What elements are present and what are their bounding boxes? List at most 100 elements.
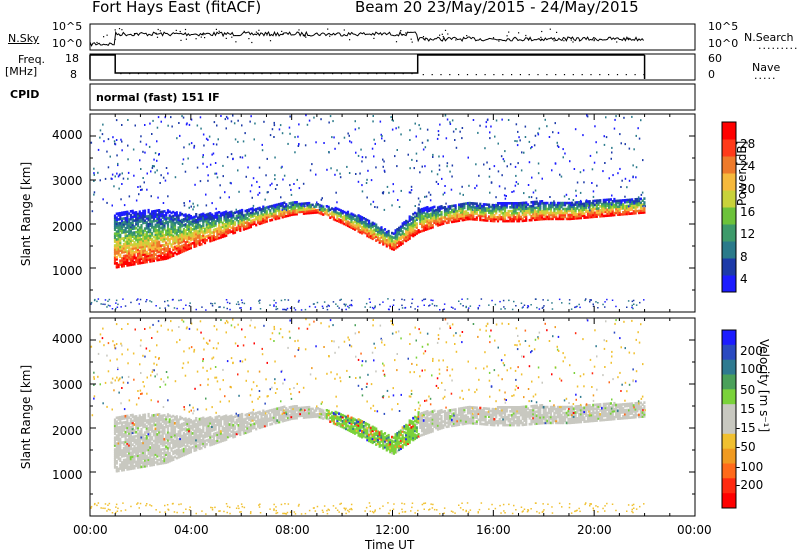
power-cell bbox=[156, 258, 159, 262]
power-cell bbox=[419, 171, 421, 174]
velocity-cell bbox=[203, 431, 207, 435]
velocity-cell bbox=[165, 441, 168, 445]
nsearch-dot bbox=[424, 39, 426, 41]
power-cell bbox=[355, 221, 358, 224]
power-cell bbox=[639, 301, 641, 304]
power-cell bbox=[135, 213, 138, 216]
power-cell bbox=[274, 178, 276, 181]
power-cell bbox=[562, 215, 565, 219]
velocity-cell bbox=[151, 414, 154, 417]
power-cell bbox=[620, 205, 623, 208]
power-cell bbox=[145, 240, 148, 244]
power-cell bbox=[179, 211, 182, 215]
power-cell bbox=[352, 223, 355, 226]
power-cell bbox=[119, 223, 122, 227]
velocity-cell bbox=[181, 448, 184, 452]
power-cell bbox=[267, 215, 270, 219]
power-cell bbox=[280, 196, 282, 199]
power-cell bbox=[184, 235, 187, 238]
power-cell bbox=[442, 220, 445, 223]
power-cell bbox=[410, 306, 412, 308]
power-cell bbox=[274, 217, 277, 221]
power-cell bbox=[292, 204, 294, 207]
power-cell bbox=[609, 198, 612, 201]
power-cell bbox=[152, 257, 155, 261]
power-cell bbox=[120, 138, 122, 141]
power-cell bbox=[143, 243, 147, 246]
power-cell bbox=[159, 248, 162, 251]
power-cell bbox=[179, 223, 182, 227]
power-cell bbox=[345, 303, 347, 306]
power-cell bbox=[266, 157, 268, 160]
power-cell bbox=[589, 301, 591, 303]
power-cell bbox=[175, 233, 178, 236]
power-cell bbox=[572, 217, 575, 220]
power-cell bbox=[196, 218, 200, 221]
power-cell bbox=[122, 225, 125, 228]
velocity-cell bbox=[193, 441, 196, 444]
power-cell bbox=[129, 251, 132, 255]
power-cell bbox=[636, 209, 639, 213]
velocity-cell bbox=[191, 422, 194, 425]
power-cell bbox=[295, 204, 298, 208]
power-cell bbox=[459, 203, 462, 206]
velocity-cell bbox=[152, 461, 155, 465]
power-cell bbox=[452, 216, 455, 219]
power-cell bbox=[284, 308, 287, 311]
power-cell bbox=[93, 191, 96, 194]
power-cell bbox=[242, 226, 245, 229]
power-cell bbox=[126, 252, 129, 255]
power-cell bbox=[139, 159, 141, 162]
velocity-cell bbox=[173, 433, 177, 437]
velocity-cell bbox=[182, 439, 185, 443]
velocity-cell bbox=[135, 421, 138, 424]
power-cell bbox=[516, 144, 519, 147]
power-cell bbox=[338, 214, 341, 217]
power-cell bbox=[189, 215, 192, 218]
power-cell bbox=[104, 177, 107, 180]
velocity-cell bbox=[122, 454, 125, 458]
velocity-cell bbox=[138, 444, 141, 447]
power-cell bbox=[493, 206, 496, 209]
power-cell bbox=[345, 308, 347, 311]
power-cell bbox=[168, 220, 171, 223]
power-cell bbox=[302, 204, 305, 207]
power-cell bbox=[163, 255, 166, 259]
velocity-cell bbox=[191, 438, 194, 441]
nave-dot bbox=[475, 74, 477, 76]
velocity-cell bbox=[136, 454, 140, 457]
velocity-cell bbox=[142, 451, 145, 455]
velocity-cell bbox=[119, 465, 122, 468]
power-cell bbox=[198, 213, 201, 217]
power-cell bbox=[159, 220, 162, 224]
power-cell bbox=[158, 217, 161, 220]
power-cell bbox=[592, 211, 595, 215]
power-cell bbox=[221, 235, 224, 239]
power-cell bbox=[262, 207, 265, 211]
power-cell bbox=[198, 229, 201, 233]
velocity-cell bbox=[145, 444, 148, 448]
power-cell bbox=[253, 208, 256, 212]
power-cell bbox=[175, 244, 178, 248]
power-cell bbox=[454, 220, 457, 223]
velocity-cell bbox=[186, 432, 189, 435]
power-cell bbox=[117, 164, 119, 167]
power-cell bbox=[458, 300, 460, 302]
velocity-cell bbox=[193, 445, 196, 448]
power-cell bbox=[489, 213, 492, 217]
power-cell bbox=[393, 299, 395, 301]
power-cell bbox=[147, 248, 150, 252]
velocity-cell bbox=[129, 443, 132, 447]
power-cell bbox=[519, 209, 522, 213]
power-cell bbox=[620, 186, 622, 188]
velocity-cell bbox=[186, 420, 189, 424]
power-cell bbox=[452, 214, 455, 217]
power-cell bbox=[541, 215, 544, 219]
velocity-cell bbox=[128, 455, 131, 459]
power-cell bbox=[585, 216, 588, 219]
power-cell bbox=[609, 208, 612, 211]
power-cell bbox=[579, 206, 582, 210]
power-cell bbox=[191, 234, 194, 237]
power-cell bbox=[133, 231, 136, 234]
velocity-cell bbox=[136, 458, 140, 461]
